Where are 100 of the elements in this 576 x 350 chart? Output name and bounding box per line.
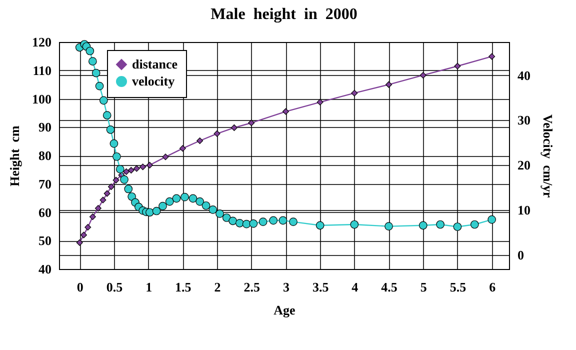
point [140,164,146,170]
point [436,220,444,229]
x-tick-label: 5.5 [450,280,467,294]
point [282,108,289,115]
point [269,216,278,225]
point [214,130,220,137]
y-tick-label: 100 [32,91,52,106]
point [488,215,496,224]
point [116,165,124,174]
point [222,214,231,222]
point [89,214,96,220]
x-tick-label: 2 [214,280,221,294]
y2-axis-title: Velocity cm/yr [540,114,556,198]
point [133,165,140,172]
point [123,168,130,175]
point [102,111,112,120]
point [99,96,108,105]
y-tick-label: 40 [38,262,52,276]
x-tick-label: 1.5 [175,280,192,294]
point [216,210,224,218]
point [196,197,204,206]
point [196,137,204,144]
y-axis-title: Height cm [7,126,22,186]
x-tick-label: 0.5 [106,280,124,294]
x-tick-label: 1 [146,280,152,294]
point [386,81,392,88]
point [88,57,97,66]
point [351,90,358,96]
point [104,190,110,197]
x-tick-label: 0 [76,280,84,294]
point [179,145,186,152]
point [100,196,106,204]
chart-title: Male height in 2000 [210,6,358,23]
point [162,154,169,160]
point [236,218,244,228]
x-tick-label: 6 [489,280,496,294]
point [188,194,198,203]
point [420,72,426,78]
point [158,202,167,210]
point [92,68,100,78]
point [172,194,181,203]
point [470,220,479,229]
x-tick-label: 5 [420,280,428,294]
y2-tick-label: 30 [518,112,530,128]
y-tick-label: 120 [32,34,52,50]
x-tick-label: 4 [352,280,359,294]
point [112,152,121,161]
point [418,221,428,230]
point [128,166,134,174]
point [112,176,120,184]
x-axis-title: Age [274,302,296,318]
x-tick-label: 2.5 [244,280,260,294]
point [316,221,324,230]
point [94,205,102,212]
point [76,239,83,246]
y-tick-label: 80 [38,148,52,163]
point [278,216,288,225]
point [316,98,324,106]
point [289,218,298,226]
point [384,222,393,230]
point [106,125,115,134]
point [80,232,87,238]
x-tick-label: 3.5 [312,280,330,294]
y-tick-label: 50 [38,233,52,248]
point [146,162,153,168]
x-tick-label: 3 [282,280,290,294]
point [124,184,133,194]
point [258,218,268,226]
point [350,220,359,229]
legend-label: distance [132,56,178,72]
y2-tick-label: 10 [518,202,530,218]
x-tick-label: 4.5 [381,280,398,294]
point [453,222,462,231]
y-tick-label: 110 [32,62,52,78]
point [84,224,92,231]
point [95,82,104,90]
point [249,219,258,228]
point [454,62,461,70]
point [242,220,251,228]
y2-tick-label: 20 [518,158,530,173]
point [128,192,136,201]
point [110,139,118,148]
point [165,197,174,206]
point [208,206,218,214]
y-tick-label: 70 [38,176,52,192]
y2-tick-label: 40 [518,68,530,83]
point [180,192,189,202]
point [108,183,114,190]
legend-label: velocity [132,74,176,88]
point [146,208,154,217]
y-tick-label: 60 [38,204,52,220]
point [152,206,161,216]
y-tick-label: 90 [38,120,52,135]
point [488,53,496,60]
point [202,201,210,210]
point [228,216,237,226]
point [248,120,255,126]
point [230,124,238,131]
point [120,175,128,184]
y2-tick-label: 0 [518,248,524,263]
